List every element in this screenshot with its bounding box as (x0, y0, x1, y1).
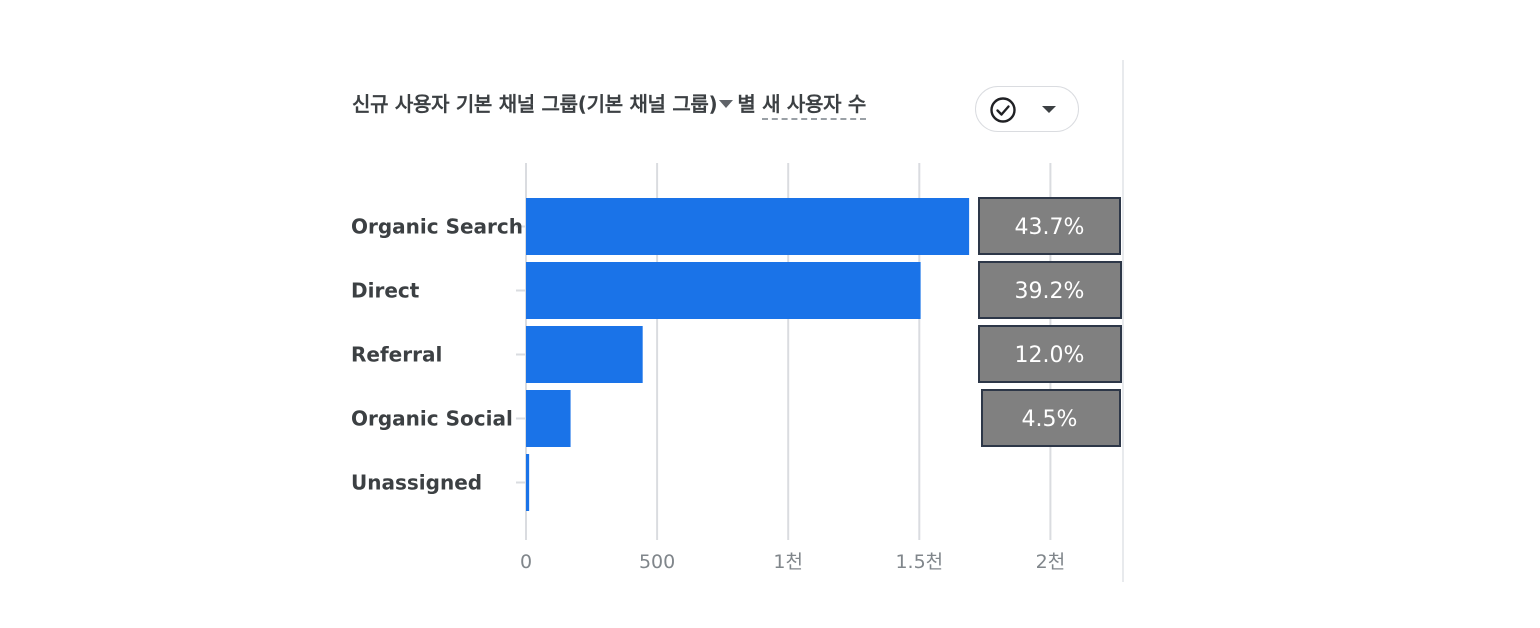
metric-label[interactable]: 새 사용자 수 (762, 92, 866, 120)
percent-label: 39.2% (1015, 279, 1085, 304)
dimension-label[interactable]: 신규 사용자 기본 채널 그룹(기본 채널 그룹) (352, 92, 718, 116)
percent-label: 12.0% (1015, 343, 1085, 368)
x-tick-label: 1.5천 (895, 551, 943, 573)
percent-box (981, 389, 1121, 447)
percent-box (978, 197, 1121, 255)
bar[interactable] (526, 262, 921, 319)
x-tick-label: 500 (639, 551, 675, 573)
category-label: Referral (351, 343, 442, 367)
percent-label: 4.5% (1022, 407, 1078, 432)
dimension-dropdown-icon[interactable] (719, 100, 734, 108)
category-label: Unassigned (351, 471, 482, 495)
category-label: Organic Search (351, 215, 523, 239)
chart-title: 신규 사용자 기본 채널 그룹(기본 채널 그룹) 별 새 사용자 수 (352, 88, 866, 120)
chevron-down-icon (1042, 106, 1056, 113)
bar[interactable] (526, 390, 571, 447)
category-label: Direct (351, 279, 420, 303)
bar[interactable] (526, 198, 970, 255)
x-tick-label: 0 (520, 551, 532, 573)
check-circle-icon (990, 97, 1016, 123)
percent-label: 43.7% (1015, 215, 1085, 240)
percent-box (978, 325, 1122, 383)
title-by: 별 (737, 92, 756, 116)
card-divider (1122, 60, 1124, 582)
chart-options-toggle[interactable] (975, 86, 1079, 132)
bar[interactable] (526, 454, 530, 511)
x-tick-label: 1천 (773, 551, 803, 573)
bar[interactable] (526, 326, 643, 383)
x-tick-label: 2천 (1036, 551, 1066, 573)
percent-box (978, 261, 1122, 319)
category-label: Organic Social (351, 407, 513, 431)
